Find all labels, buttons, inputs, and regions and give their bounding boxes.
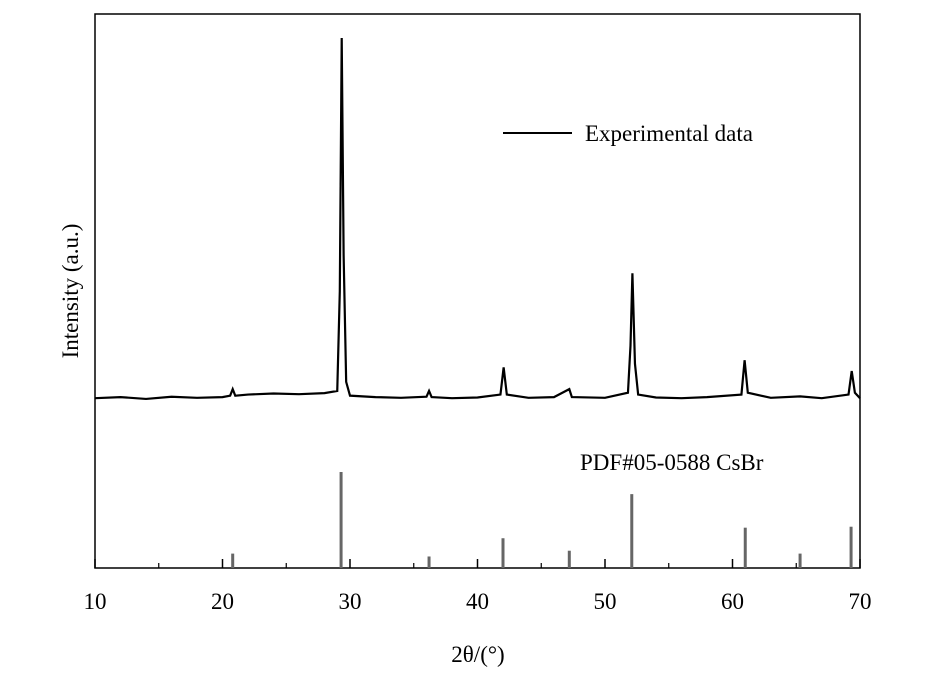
reference-label: PDF#05-0588 CsBr: [580, 450, 764, 475]
y-axis-label: Intensity (a.u.): [58, 224, 83, 359]
x-tick-label: 40: [466, 589, 489, 614]
x-tick-label: 10: [84, 589, 107, 614]
x-axis-label: 2θ/(°): [451, 642, 504, 667]
x-tick-label: 60: [721, 589, 744, 614]
legend-label: Experimental data: [585, 121, 753, 146]
plot-frame: [94, 13, 861, 569]
x-tick-label: 30: [339, 589, 362, 614]
x-tick-label: 20: [211, 589, 234, 614]
x-tick-label: 50: [594, 589, 617, 614]
experimental-line: [94, 37, 861, 401]
x-tick-label: 70: [849, 589, 872, 614]
